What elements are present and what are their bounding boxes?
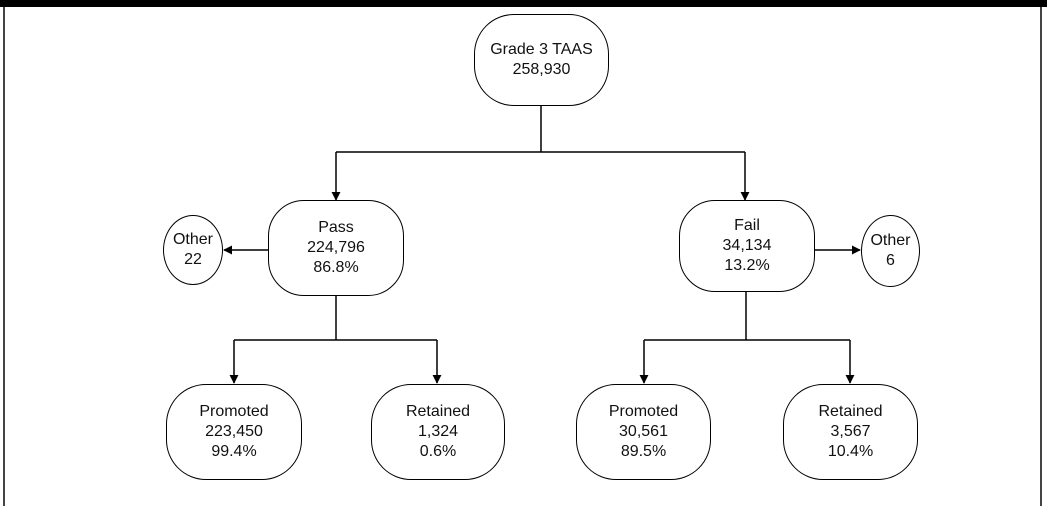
node-count: 30,561 (619, 423, 668, 440)
node-count: 22 (184, 251, 202, 268)
node-title: Retained (405, 403, 471, 420)
node-percent: 99.4% (211, 443, 257, 460)
top-border-bar (0, 0, 1047, 7)
node-pass-other: Other 22 (163, 215, 223, 285)
connector-fail-split (644, 292, 850, 341)
node-percent: 13.2% (724, 257, 770, 274)
node-percent: 0.6% (419, 443, 457, 460)
node-pass: Pass 224,796 86.8% (268, 200, 404, 296)
node-count: 3,567 (830, 423, 871, 440)
node-count: 258,930 (512, 61, 571, 78)
connector-pass-split (234, 296, 437, 341)
node-title: Fail (734, 217, 760, 234)
node-count: 34,134 (722, 237, 772, 254)
node-fail: Fail 34,134 13.2% (679, 200, 815, 292)
node-count: 1,324 (417, 423, 459, 440)
node-percent: 89.5% (620, 443, 667, 460)
node-title: Other (172, 231, 213, 248)
node-title: Retained (818, 403, 883, 420)
node-fail-other: Other 6 (861, 215, 920, 287)
node-fail-retained: Retained 3,567 10.4% (783, 384, 918, 480)
node-count: 224,796 (307, 239, 365, 256)
left-border-rule (3, 7, 5, 506)
connector-root-split (336, 105, 745, 153)
node-percent: 10.4% (827, 443, 874, 460)
node-title: Promoted (199, 403, 269, 420)
node-count: 223,450 (205, 423, 263, 440)
right-border-rule (1040, 7, 1042, 506)
node-count: 6 (886, 252, 895, 269)
node-title: Other (870, 232, 911, 249)
node-pass-retained: Retained 1,324 0.6% (371, 384, 505, 480)
node-fail-promoted: Promoted 30,561 89.5% (576, 384, 711, 480)
node-pass-promoted: Promoted 223,450 99.4% (166, 384, 302, 480)
node-grade3-taas: Grade 3 TAAS 258,930 (474, 14, 609, 106)
node-percent: 86.8% (313, 259, 359, 276)
node-title: Grade 3 TAAS (490, 41, 593, 58)
node-title: Promoted (608, 403, 679, 420)
node-title: Pass (318, 219, 354, 236)
